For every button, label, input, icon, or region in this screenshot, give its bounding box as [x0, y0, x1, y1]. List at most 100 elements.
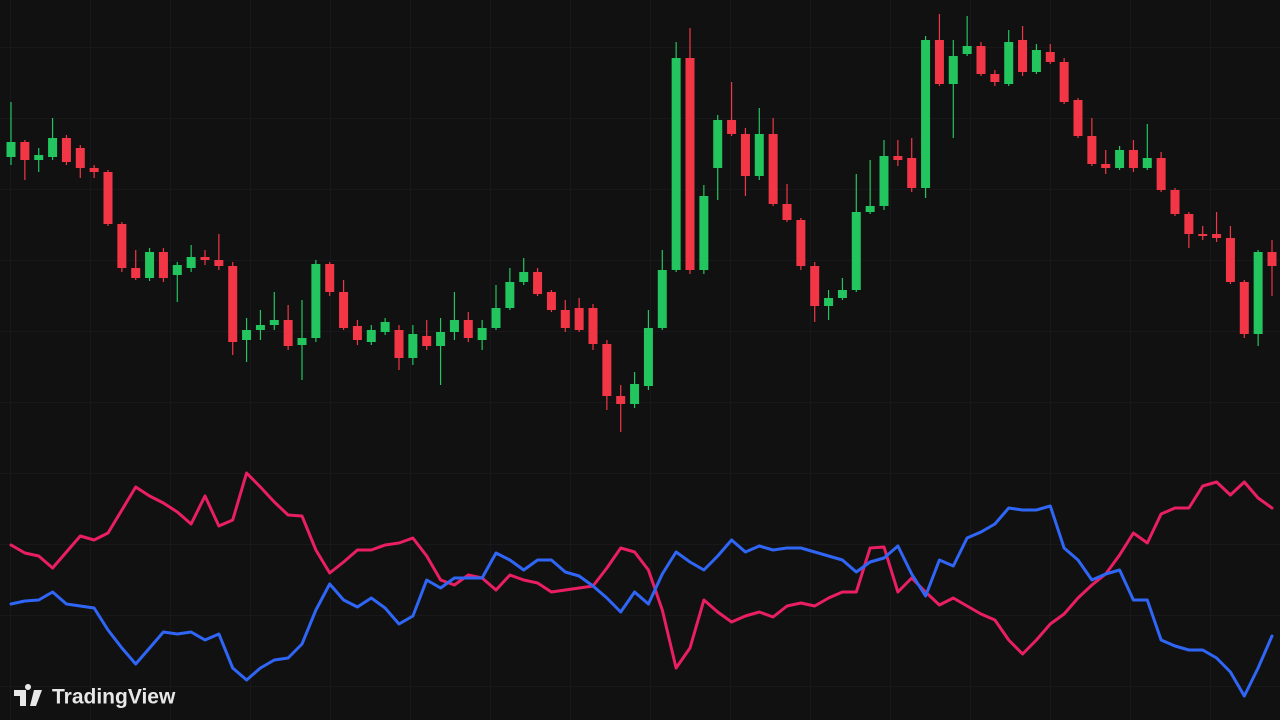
candle-body: [533, 272, 543, 294]
candle-body: [242, 330, 252, 340]
candle-body: [366, 330, 376, 342]
candle-body: [1198, 234, 1208, 236]
candle-body: [699, 196, 709, 270]
candle-body: [865, 206, 875, 212]
candle-body: [948, 56, 958, 84]
candle-body: [990, 74, 1000, 82]
candle-body: [214, 260, 224, 266]
candle-body: [48, 138, 58, 157]
candle-body: [158, 252, 168, 278]
candle-body: [837, 290, 847, 298]
line-series: [9, 471, 1274, 670]
candle-body: [643, 328, 653, 386]
candle-body: [602, 344, 612, 396]
plot: [6, 14, 1277, 698]
candle-body: [1115, 150, 1125, 168]
candle-body: [1101, 164, 1111, 168]
candle-body: [380, 322, 390, 332]
candle-body: [1184, 214, 1194, 234]
candle-body: [1267, 252, 1277, 266]
candle-body: [339, 292, 349, 328]
candle-body: [422, 336, 432, 346]
candle-body: [851, 212, 861, 290]
candle-body: [879, 156, 889, 206]
candle-body: [269, 320, 279, 325]
candle-body: [1142, 158, 1152, 168]
candle-body: [6, 142, 16, 157]
candle-body: [1128, 150, 1138, 168]
candle-body: [325, 264, 335, 292]
candle-body: [352, 326, 362, 340]
candle-body: [1239, 282, 1249, 334]
candle-body: [1253, 252, 1263, 334]
candle-body: [727, 120, 737, 134]
candle-body: [754, 134, 764, 176]
candle-body: [1045, 52, 1055, 62]
candle-body: [1156, 158, 1166, 190]
candle-body: [20, 142, 30, 160]
candle-body: [546, 292, 556, 310]
candle-body: [186, 257, 196, 268]
candle-body: [616, 396, 626, 404]
candle-body: [394, 330, 404, 358]
logo: TradingView: [14, 684, 176, 709]
candle-body: [1170, 190, 1180, 214]
candle-body: [976, 46, 986, 74]
candle-body: [1018, 40, 1028, 72]
candle-body: [574, 308, 584, 330]
candle-body: [505, 282, 515, 308]
candle-body: [685, 58, 695, 270]
candle-body: [1059, 62, 1069, 102]
watermark: TradingView: [52, 686, 176, 709]
candle-body: [283, 320, 293, 346]
candle-body: [824, 298, 834, 306]
candle-body: [713, 120, 723, 168]
candle-body: [768, 134, 778, 204]
candle-body: [1031, 50, 1041, 72]
candle-body: [131, 268, 141, 278]
candle-body: [61, 138, 71, 162]
candle-body: [311, 264, 321, 338]
candle-body: [1004, 42, 1014, 84]
candle-body: [1212, 234, 1222, 238]
candle-body: [491, 308, 501, 328]
candle-body: [75, 148, 85, 168]
candle-body: [782, 204, 792, 220]
candle-body: [657, 270, 667, 328]
candle-body: [934, 40, 944, 84]
candle-body: [962, 46, 972, 54]
candle-body: [463, 320, 473, 338]
candle-body: [810, 266, 820, 306]
candle-body: [436, 332, 446, 346]
candle-body: [103, 172, 113, 224]
candle-body: [630, 384, 640, 404]
candle-body: [297, 338, 307, 345]
candle-body: [477, 328, 487, 340]
candle-body: [671, 58, 681, 270]
candle-body: [228, 266, 238, 342]
candle-body: [893, 156, 903, 160]
candle-body: [89, 168, 99, 172]
candle-body: [907, 158, 917, 188]
candle-body: [560, 310, 570, 328]
candle-body: [408, 334, 418, 358]
candle-body: [449, 320, 459, 332]
candle-body: [796, 220, 806, 266]
line-series: [9, 504, 1274, 698]
candle-body: [255, 325, 265, 330]
logo-icon: [14, 684, 42, 706]
candle-body: [588, 308, 598, 344]
candle-body: [921, 40, 931, 188]
candle-body: [1073, 100, 1083, 136]
candle-body: [145, 252, 155, 278]
candle-body: [1087, 136, 1097, 164]
candle-body: [200, 257, 210, 260]
candle-body: [172, 265, 182, 275]
candle-body: [740, 134, 750, 176]
candle-body: [519, 272, 529, 282]
candle-body: [34, 155, 44, 160]
candle-body: [1225, 238, 1235, 282]
